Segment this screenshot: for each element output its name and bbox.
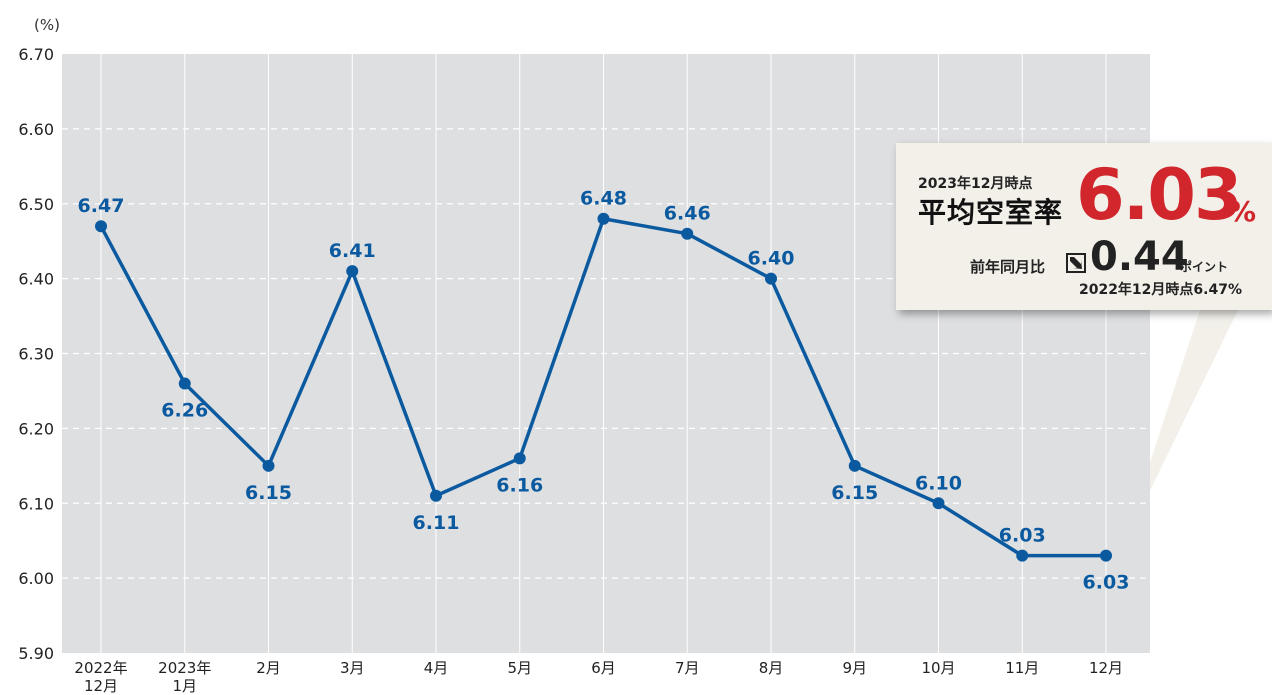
x-tick-label: 7月 <box>675 659 700 677</box>
callout-previous-value: 2022年12月時点6.47% <box>1078 282 1242 298</box>
data-label: 6.03 <box>1083 572 1130 594</box>
y-tick-label: 6.30 <box>18 345 54 364</box>
x-tick-label: 10月 <box>921 659 955 677</box>
data-label: 6.41 <box>329 240 376 262</box>
callout-yoy-label: 前年同月比 <box>970 258 1046 276</box>
data-label: 6.47 <box>78 195 125 217</box>
data-label: 6.11 <box>413 512 460 534</box>
callout-pointer <box>1122 310 1238 548</box>
data-point <box>430 489 442 502</box>
x-tick-label: 2023年 <box>158 659 211 677</box>
data-point <box>178 377 191 390</box>
data-point <box>848 459 861 472</box>
x-tick-label: 8月 <box>759 659 784 677</box>
y-tick-label: 6.20 <box>18 419 54 438</box>
data-point <box>346 265 359 278</box>
data-point <box>681 227 694 240</box>
data-point <box>597 212 610 225</box>
callout-yoy-unit: ポイント <box>1180 260 1229 274</box>
y-tick-label: 6.40 <box>18 270 54 289</box>
x-tick-label: 5月 <box>507 659 532 677</box>
callout-date: 2023年12月時点 <box>918 176 1033 192</box>
data-point <box>262 459 275 472</box>
data-label: 6.15 <box>831 482 878 504</box>
x-tick-label: 4月 <box>424 659 449 677</box>
callout-title: 平均空室率 <box>918 196 1064 229</box>
data-label: 6.16 <box>496 474 543 496</box>
x-tick-label: 2022年 <box>74 659 127 677</box>
y-tick-label: 6.70 <box>18 45 54 64</box>
y-tick-label: 6.10 <box>18 494 54 513</box>
x-tick-label: 12月 <box>1089 659 1123 677</box>
data-label: 6.15 <box>245 482 292 504</box>
down-right-arrow-icon <box>1066 253 1086 273</box>
data-point <box>932 497 945 510</box>
y-tick-label: 6.60 <box>18 120 54 139</box>
data-label: 6.48 <box>580 188 627 210</box>
y-tick-label: 5.90 <box>18 644 54 663</box>
data-point <box>765 272 777 285</box>
data-point <box>513 452 526 465</box>
data-point <box>1100 549 1112 562</box>
summary-callout: 2023年12月時点 平均空室率 6.03 % 前年同月比 0.44 ポイント … <box>896 143 1272 310</box>
data-point <box>1016 549 1029 562</box>
data-label: 6.46 <box>664 203 711 225</box>
x-tick-label: 3月 <box>340 659 365 677</box>
callout-vacancy-value: 6.03 <box>1076 154 1243 236</box>
data-point <box>95 220 107 233</box>
callout-value-unit: % <box>1228 195 1257 228</box>
x-tick-label: 6月 <box>591 659 616 677</box>
data-label: 6.40 <box>748 248 795 270</box>
x-tick-label: 12月 <box>84 677 118 695</box>
x-tick-label: 1月 <box>172 677 197 695</box>
y-tick-label: 6.00 <box>18 569 54 588</box>
data-label: 6.10 <box>915 472 962 494</box>
y-axis-unit: (%) <box>34 16 60 34</box>
y-tick-label: 6.50 <box>18 195 54 214</box>
x-tick-label: 2月 <box>256 659 281 677</box>
callout-yoy-value: 0.44 <box>1090 234 1189 280</box>
data-label: 6.26 <box>161 399 208 421</box>
x-tick-label: 9月 <box>842 659 867 677</box>
data-label: 6.03 <box>999 525 1046 547</box>
x-tick-label: 11月 <box>1005 659 1039 677</box>
